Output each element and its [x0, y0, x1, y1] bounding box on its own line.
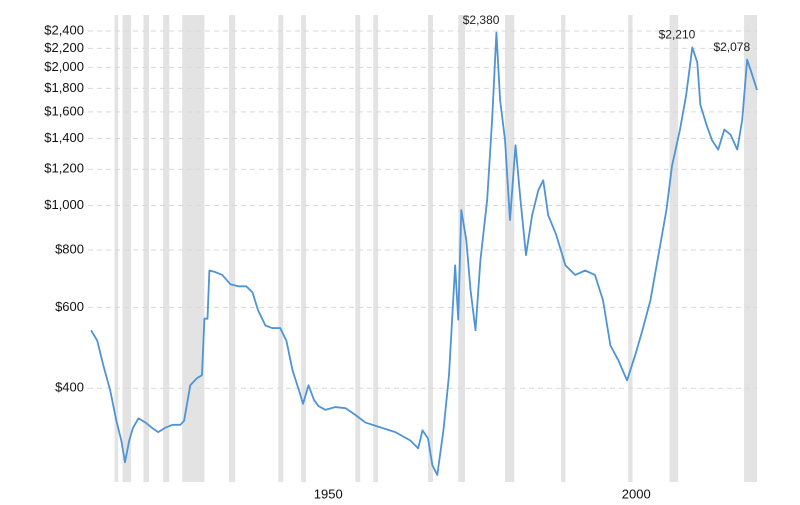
recession-band: [458, 15, 466, 482]
recession-band: [355, 15, 361, 482]
annotation: $2,078: [713, 40, 750, 54]
recession-band: [114, 15, 119, 482]
annotation: $2,210: [659, 28, 696, 42]
x-tick-label: 2000: [622, 486, 651, 501]
annotation: $2,380: [463, 13, 500, 27]
recession-band: [143, 15, 149, 482]
y-tick-label: $1,200: [44, 161, 84, 176]
y-tick-label: $400: [55, 380, 84, 395]
y-tick-label: $1,000: [44, 197, 84, 212]
recession-band: [278, 15, 284, 482]
recession-band: [373, 15, 379, 482]
y-tick-label: $800: [55, 241, 84, 256]
x-tick-label: 1950: [314, 486, 343, 501]
y-tick-label: $1,800: [44, 80, 84, 95]
y-tick-label: $600: [55, 299, 84, 314]
recession-band: [122, 15, 132, 482]
recession-band: [561, 15, 566, 482]
recession-band: [628, 15, 633, 482]
recession-band: [163, 15, 170, 482]
y-tick-label: $2,200: [44, 40, 84, 55]
recession-band: [301, 15, 307, 482]
recession-band: [428, 15, 433, 482]
y-tick-label: $1,400: [44, 130, 84, 145]
y-tick-label: $2,000: [44, 59, 84, 74]
y-tick-label: $2,400: [44, 22, 84, 37]
recession-band: [182, 15, 205, 482]
recession-band: [669, 15, 679, 482]
y-tick-label: $1,600: [44, 103, 84, 118]
recession-band: [505, 15, 515, 482]
recession-band: [744, 15, 757, 482]
price-line: [90, 31, 758, 476]
recession-band: [229, 15, 236, 482]
